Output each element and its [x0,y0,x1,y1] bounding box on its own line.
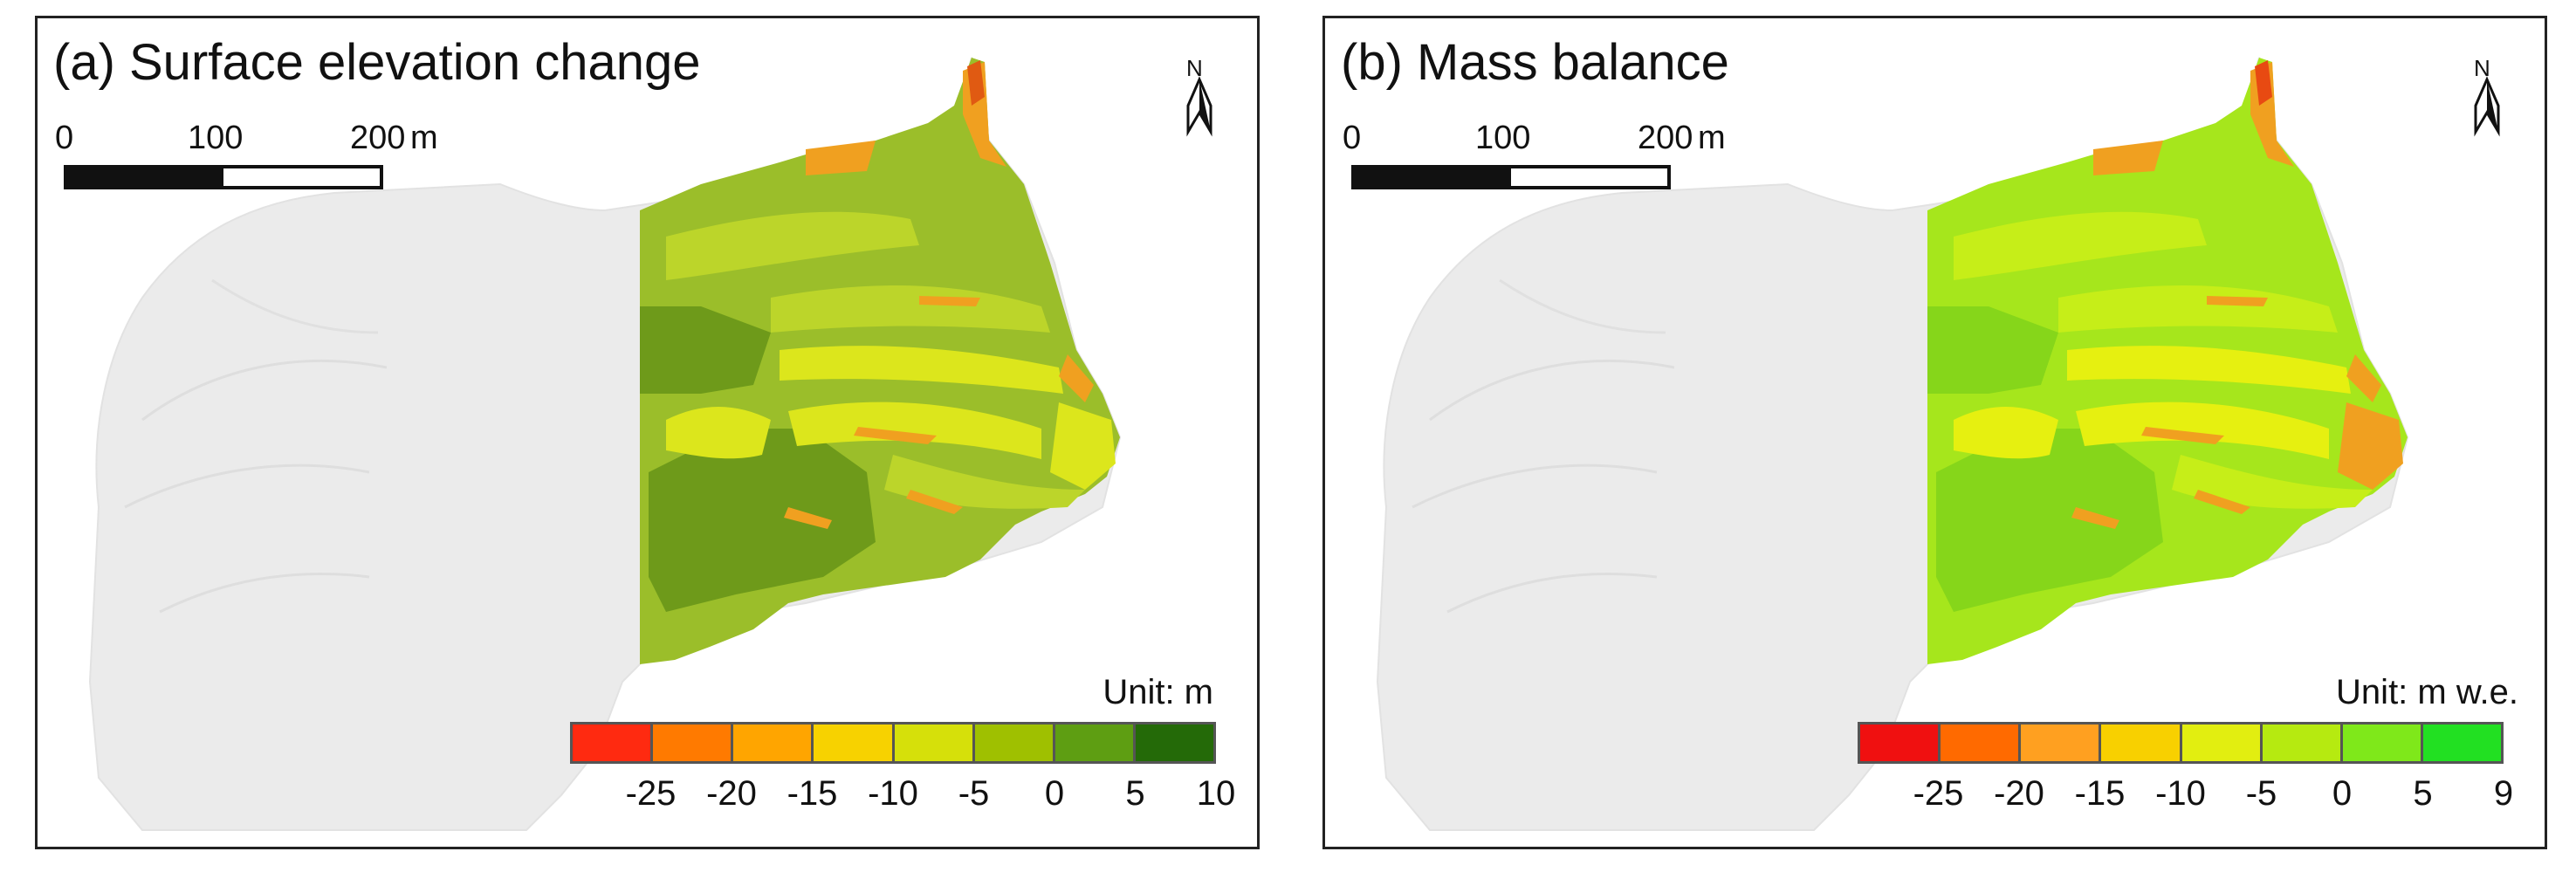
legend-swatch [1941,724,2022,761]
legend-swatch [2181,724,2263,761]
legend-tick-label: -15 [2074,774,2126,813]
legend-tick-label: -10 [2155,774,2206,813]
legend-swatch [2021,724,2102,761]
legend-swatch [1054,724,1136,761]
legend-swatch [573,724,654,761]
legend-tick-label: -20 [1994,774,2044,813]
unit-label: Unit: m [1103,673,1213,711]
legend-swatch [2262,724,2343,761]
legend-swatch [1135,724,1213,761]
legend-swatch [1860,724,1941,761]
panel-title: (a) Surface elevation change [53,34,701,91]
scalebar-label-200: 200 [350,120,406,156]
north-label: N [2474,55,2490,81]
legend-tick-label: -5 [958,774,990,813]
legend-swatch [2422,724,2501,761]
legend-tick-label: 5 [1125,774,1145,813]
scalebar-label-100: 100 [1475,120,1531,156]
legend-tick-label: -25 [1913,774,1964,813]
legend-tick-label: -10 [868,774,918,813]
map-panel-surface-elevation-change: (a) Surface elevation change 0 100 200 m… [35,16,1260,849]
unit-label: Unit: m w.e. [2336,673,2518,711]
legend-swatch [974,724,1055,761]
map-view [88,57,1212,831]
elevation-change-overlay [640,58,1120,664]
scalebar-label-0: 0 [55,120,74,156]
scalebar [64,165,383,189]
panel-title: (b) Mass balance [1341,34,1729,91]
map-view [1376,57,2500,831]
legend-swatch [2342,724,2423,761]
legend-swatch [814,724,895,761]
scalebar [1351,165,1671,189]
scalebar-label-200: 200 [1638,120,1693,156]
legend-tick-label: 9 [2493,774,2514,813]
north-label: N [1186,55,1203,81]
map-panel-mass-balance: (b) Mass balance 0 100 200 m N Unit: m w… [1322,16,2547,849]
scalebar-black-segment [67,168,223,186]
scalebar-black-segment [1355,168,1511,186]
legend-tick-label: 0 [1044,774,1065,813]
legend-tick-label: -25 [625,774,677,813]
scalebar-unit: m [1698,120,1726,156]
color-legend [1858,722,2504,764]
legend-tick-label: 5 [2413,774,2433,813]
legend-tick-label: -15 [787,774,838,813]
north-arrow [2474,76,2500,137]
scalebar-label-100: 100 [188,120,244,156]
legend-swatch [2101,724,2182,761]
north-arrow [1186,76,1212,137]
legend-tick-label: 0 [2332,774,2353,813]
color-legend [570,722,1216,764]
legend-swatch [894,724,975,761]
scalebar-label-0: 0 [1343,120,1362,156]
legend-tick-label: -20 [706,774,757,813]
legend-swatch [733,724,814,761]
legend-swatch [653,724,734,761]
legend-tick-label: 10 [1196,774,1236,813]
scalebar-unit: m [410,120,438,156]
legend-tick-label: -5 [2245,774,2277,813]
mass-balance-overlay [1927,58,2408,664]
